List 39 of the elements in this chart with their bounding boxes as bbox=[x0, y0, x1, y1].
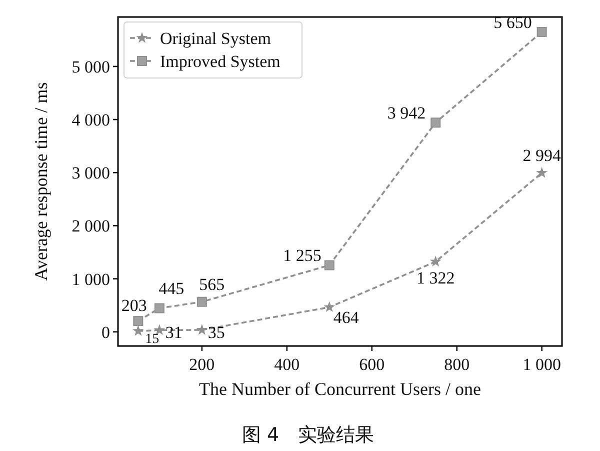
point bbox=[133, 316, 144, 326]
data-label: 35 bbox=[208, 322, 225, 342]
x-tick-label: 400 bbox=[274, 355, 300, 374]
x-tick-label: 600 bbox=[359, 355, 385, 374]
point bbox=[536, 166, 548, 178]
point bbox=[324, 260, 334, 270]
data-label: 1 255 bbox=[283, 246, 322, 266]
point bbox=[154, 303, 164, 314]
data-label: 31 bbox=[165, 323, 182, 342]
data-label: 565 bbox=[199, 274, 225, 294]
x-tick-label: 1 000 bbox=[522, 355, 561, 374]
y-tick-label: 1 000 bbox=[72, 270, 110, 289]
y-tick-label: 2 000 bbox=[72, 216, 110, 236]
point bbox=[196, 296, 207, 307]
y-tick-label: 0 bbox=[102, 322, 110, 342]
data-label: 1 322 bbox=[416, 268, 455, 288]
data-label: 464 bbox=[333, 308, 360, 328]
legend-label: Original System bbox=[160, 29, 271, 48]
x-tick-label: 200 bbox=[189, 355, 215, 374]
y-axis-title: Average response time / ms bbox=[31, 82, 51, 281]
caption: 图 4 实验结果 bbox=[242, 424, 374, 446]
y-tick-label: 3 000 bbox=[72, 164, 110, 183]
x-tick-label: 800 bbox=[444, 355, 470, 374]
x-axis-title: The Number of Concurrent Users / one bbox=[199, 379, 481, 399]
data-label: 445 bbox=[158, 279, 184, 298]
y-tick-label: 5 000 bbox=[72, 57, 110, 76]
point bbox=[430, 256, 442, 267]
data-label: 15 bbox=[145, 332, 160, 348]
point bbox=[324, 301, 336, 312]
point bbox=[536, 26, 547, 37]
point bbox=[430, 118, 441, 128]
legend-label: Improved System bbox=[160, 52, 280, 71]
data-label: 203 bbox=[121, 296, 147, 316]
point bbox=[132, 325, 144, 336]
data-label: 2 994 bbox=[522, 146, 562, 165]
point bbox=[154, 324, 166, 336]
data-label: 3 942 bbox=[387, 104, 426, 123]
y-tick-label: 4 000 bbox=[72, 110, 110, 130]
point bbox=[196, 324, 208, 335]
